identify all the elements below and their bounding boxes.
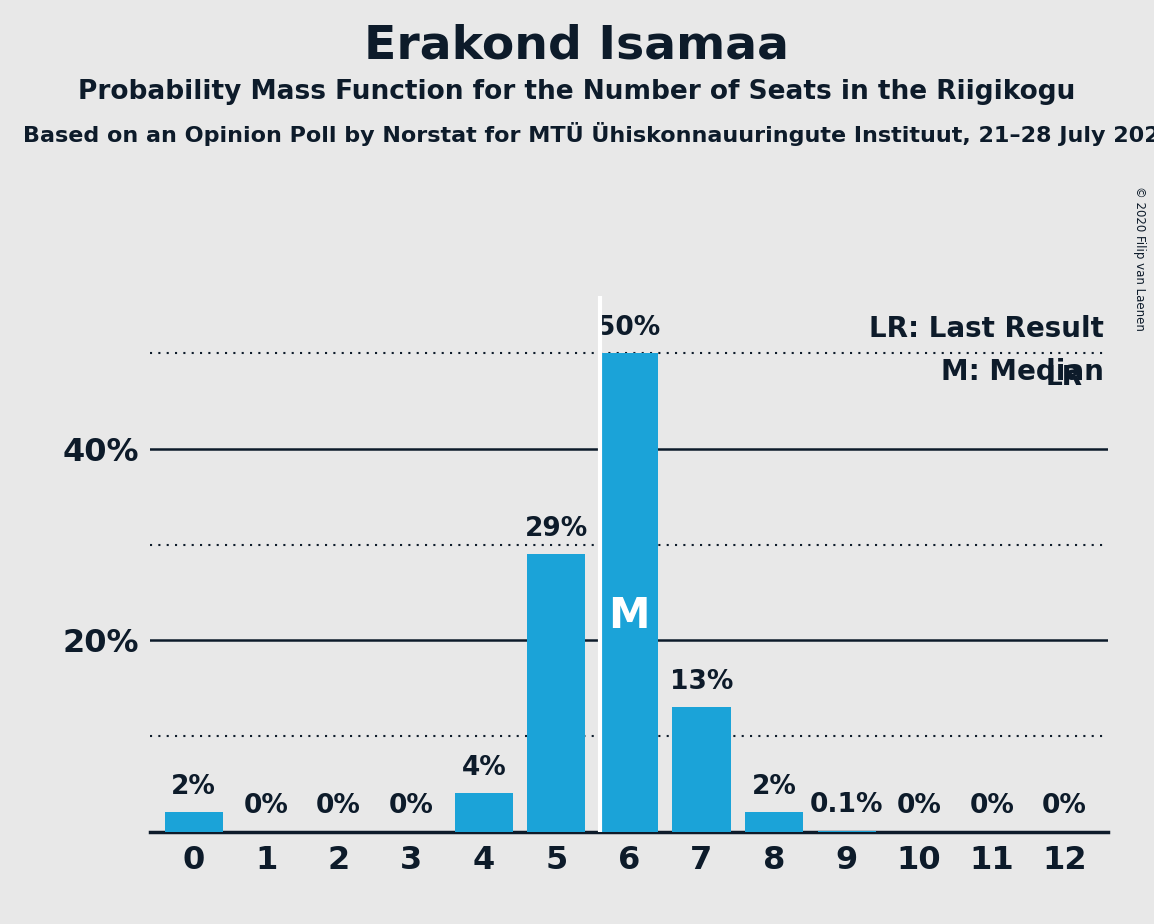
- Bar: [745, 812, 803, 832]
- Text: 2%: 2%: [171, 774, 216, 800]
- Text: LR: LR: [1046, 365, 1082, 392]
- Text: Based on an Opinion Poll by Norstat for MTÜ Ühiskonnauuringute Instituut, 21–28 : Based on an Opinion Poll by Norstat for …: [23, 122, 1154, 146]
- Text: 0%: 0%: [969, 793, 1014, 820]
- Text: Erakond Isamaa: Erakond Isamaa: [365, 23, 789, 68]
- Bar: [527, 554, 585, 832]
- Text: 0%: 0%: [897, 793, 942, 820]
- Bar: [165, 812, 223, 832]
- Text: 4%: 4%: [462, 755, 507, 781]
- Text: M: M: [608, 595, 650, 638]
- Text: 2%: 2%: [751, 774, 796, 800]
- Text: 0%: 0%: [1042, 793, 1087, 820]
- Text: 13%: 13%: [669, 669, 733, 695]
- Bar: [673, 707, 730, 832]
- Text: 0%: 0%: [389, 793, 434, 820]
- Bar: [455, 794, 512, 832]
- Text: 0.1%: 0.1%: [810, 792, 883, 819]
- Text: 29%: 29%: [525, 516, 589, 541]
- Text: M: Median: M: Median: [942, 358, 1104, 386]
- Bar: [817, 831, 876, 832]
- Bar: [600, 353, 658, 832]
- Text: LR: Last Result: LR: Last Result: [869, 315, 1104, 343]
- Text: © 2020 Filip van Laenen: © 2020 Filip van Laenen: [1133, 187, 1146, 331]
- Text: 50%: 50%: [598, 315, 660, 341]
- Text: 0%: 0%: [316, 793, 361, 820]
- Text: Probability Mass Function for the Number of Seats in the Riigikogu: Probability Mass Function for the Number…: [78, 79, 1076, 104]
- Text: 0%: 0%: [243, 793, 288, 820]
